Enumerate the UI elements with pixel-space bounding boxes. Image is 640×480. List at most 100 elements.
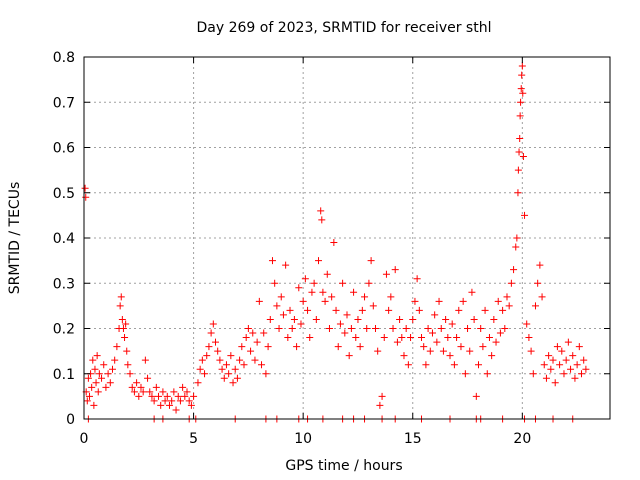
data-point	[455, 306, 463, 314]
data-point	[444, 334, 452, 342]
x-tick-label: 10	[294, 431, 312, 447]
data-point	[181, 392, 189, 400]
data-point	[98, 374, 106, 382]
data-point	[319, 288, 327, 296]
data-point	[567, 365, 575, 373]
data-point	[517, 85, 525, 93]
data-point	[155, 392, 163, 400]
data-point	[564, 338, 572, 346]
data-point	[225, 370, 233, 378]
data-point	[218, 365, 226, 373]
data-point	[321, 297, 329, 305]
data-point	[118, 315, 126, 323]
data-point	[306, 334, 314, 342]
data-point	[93, 352, 101, 360]
data-point	[477, 325, 485, 332]
data-point	[123, 347, 131, 355]
data-point	[519, 89, 527, 97]
data-point	[510, 266, 518, 274]
data-point	[242, 334, 250, 342]
data-point	[468, 288, 476, 296]
data-point	[277, 293, 285, 301]
data-point	[350, 288, 358, 296]
data-point	[304, 306, 312, 314]
grid-layer	[84, 57, 610, 419]
data-point	[330, 239, 338, 247]
data-point	[121, 334, 129, 342]
data-point	[212, 338, 219, 346]
data-point	[117, 293, 125, 301]
data-point	[475, 361, 482, 369]
data-point	[396, 315, 404, 323]
data-point	[104, 370, 112, 378]
data-point	[240, 361, 248, 369]
data-point	[571, 374, 579, 382]
data-point	[282, 261, 290, 269]
data-point	[159, 388, 167, 396]
data-point	[295, 284, 303, 292]
data-point	[501, 325, 509, 332]
data-point	[499, 306, 507, 314]
data-point	[135, 392, 143, 400]
data-point	[336, 320, 344, 328]
data-point	[402, 325, 410, 332]
data-point	[244, 325, 252, 332]
data-point	[84, 374, 92, 382]
data-point	[413, 275, 421, 283]
data-point	[358, 306, 366, 314]
data-point	[233, 374, 241, 382]
data-point	[124, 361, 132, 369]
data-point	[95, 370, 103, 378]
data-point	[420, 343, 428, 351]
data-point	[111, 356, 119, 364]
data-point	[273, 302, 281, 310]
data-point	[361, 293, 369, 301]
data-point	[271, 279, 279, 287]
data-point	[521, 211, 529, 219]
data-point	[345, 352, 353, 360]
data-point	[122, 320, 130, 328]
data-point	[545, 352, 553, 360]
x-tick-label: 5	[189, 431, 198, 447]
data-point	[470, 315, 478, 323]
data-point	[492, 338, 500, 346]
data-point	[183, 388, 191, 396]
data-point	[113, 343, 121, 351]
data-point	[446, 352, 454, 360]
x-tick-label: 15	[404, 431, 422, 447]
data-point	[409, 315, 417, 323]
data-point	[216, 356, 224, 364]
data-point	[547, 365, 555, 373]
data-point	[220, 374, 228, 382]
data-point	[247, 347, 255, 355]
data-point	[529, 370, 537, 378]
data-point	[523, 320, 531, 328]
data-point	[496, 329, 504, 337]
data-point	[464, 325, 472, 332]
data-point	[514, 189, 522, 197]
data-point	[141, 356, 149, 364]
data-point	[352, 334, 360, 342]
data-point	[275, 325, 283, 332]
data-point	[457, 343, 465, 351]
data-point	[562, 356, 570, 364]
data-point	[472, 392, 480, 400]
data-point	[317, 207, 325, 215]
data-point	[461, 370, 469, 378]
data-point	[119, 325, 127, 332]
data-point	[94, 388, 102, 396]
data-point	[553, 343, 561, 351]
data-point	[466, 347, 474, 355]
data-point	[516, 112, 524, 120]
x-axis-label: GPS time / hours	[285, 458, 402, 474]
data-point	[198, 356, 206, 364]
data-point	[334, 343, 342, 351]
data-point	[505, 302, 513, 310]
data-point	[525, 334, 533, 342]
data-point	[512, 243, 520, 251]
data-point	[363, 325, 371, 332]
data-point	[518, 62, 526, 70]
data-point	[227, 352, 235, 360]
data-point	[187, 401, 195, 409]
data-point	[575, 343, 583, 351]
